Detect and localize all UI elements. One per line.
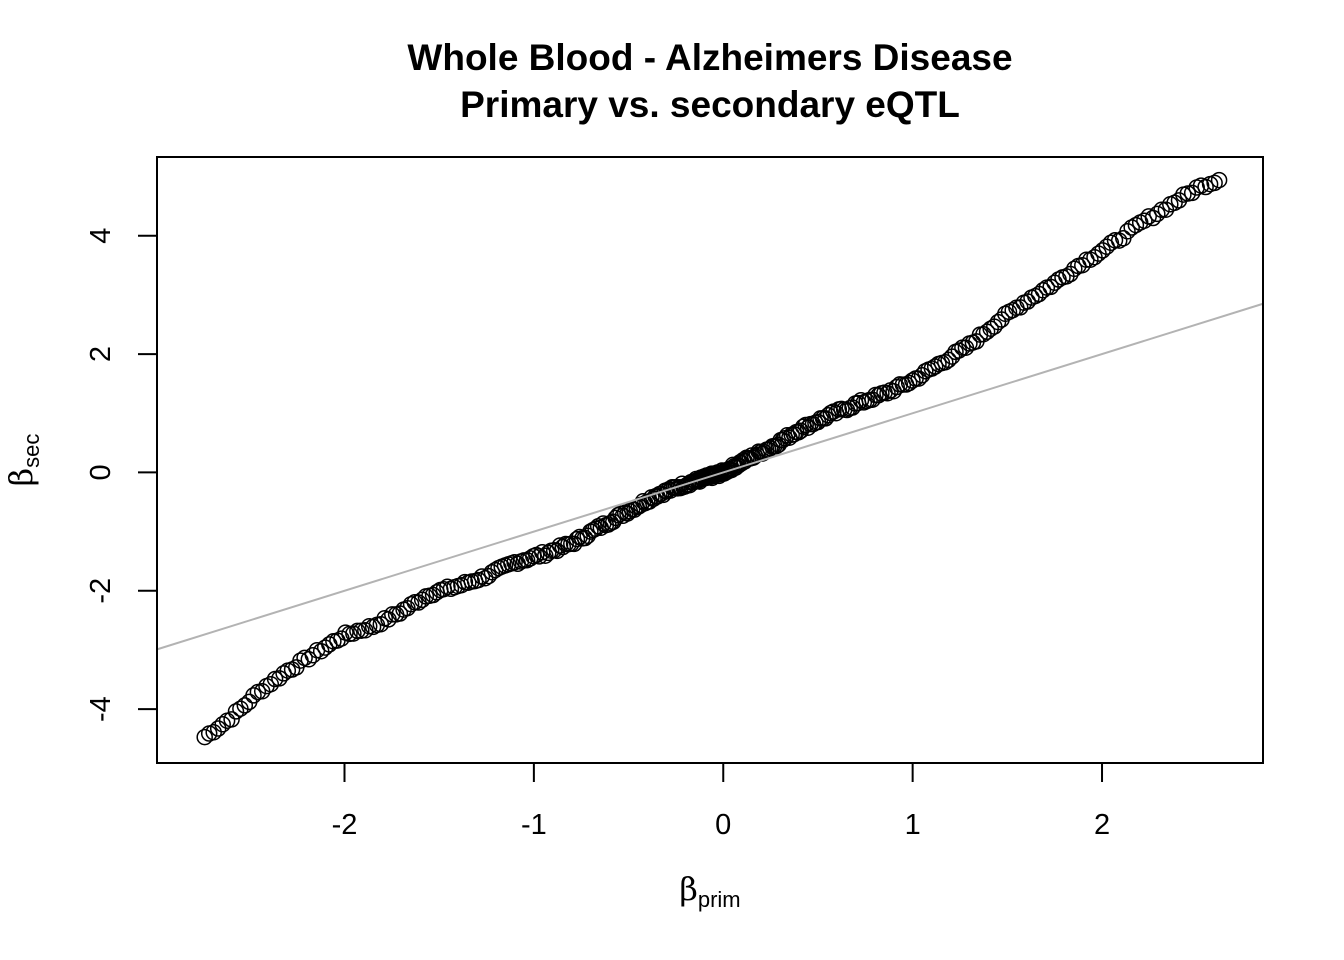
x-axis-label-subscript: prim <box>698 887 741 912</box>
data-point <box>1197 178 1214 196</box>
data-point <box>1206 174 1223 192</box>
plot-frame <box>156 156 1264 764</box>
data-point <box>537 547 554 564</box>
data-point <box>1149 205 1166 223</box>
data-point <box>223 711 240 728</box>
data-point <box>1123 219 1140 236</box>
data-point <box>1119 223 1136 240</box>
data-point <box>316 639 334 656</box>
data-point <box>1110 232 1128 249</box>
x-tick-label: -1 <box>521 809 547 841</box>
data-point <box>1066 260 1083 278</box>
x-tick-label: 2 <box>1094 809 1110 841</box>
y-axis-label-subscript: sec <box>19 434 44 468</box>
data-point <box>345 625 362 642</box>
data-point <box>364 618 382 636</box>
chart-title: Whole Blood - Alzheimers Disease <box>407 37 1012 78</box>
y-tick-label: 2 <box>85 346 117 362</box>
data-point <box>1102 234 1120 252</box>
x-tick-label: 0 <box>715 809 731 841</box>
data-point <box>864 391 881 408</box>
x-tick-label: -2 <box>332 809 358 841</box>
data-point <box>1127 216 1145 234</box>
data-point <box>214 716 231 733</box>
data-point <box>304 646 322 664</box>
y-tick-label: -4 <box>85 696 117 722</box>
data-point <box>609 506 627 524</box>
x-axis: -2 -1 0 1 2 <box>332 763 1110 841</box>
data-point <box>904 372 921 389</box>
data-point <box>506 554 523 571</box>
data-point <box>607 509 624 527</box>
data-point <box>571 528 588 546</box>
data-point <box>262 675 280 693</box>
data-point <box>852 391 870 409</box>
data-point <box>236 697 254 714</box>
data-point <box>1004 301 1021 319</box>
data-point <box>196 728 213 746</box>
data-point <box>1210 171 1228 189</box>
data-point <box>245 687 262 704</box>
reference-line-layer <box>156 302 1264 651</box>
data-point <box>384 606 401 623</box>
data-point <box>227 703 245 720</box>
y-tick-label: -2 <box>85 578 117 604</box>
data-point <box>724 456 742 474</box>
data-point <box>300 651 318 668</box>
data-point <box>819 407 837 424</box>
data-point <box>1106 232 1124 249</box>
points-layer <box>196 171 1228 746</box>
data-point <box>470 571 487 589</box>
data-point <box>1166 194 1183 212</box>
data-point <box>1144 209 1162 227</box>
data-point <box>402 595 420 613</box>
chart-subtitle: Primary vs. secondary eQTL <box>460 84 960 125</box>
data-point <box>1034 282 1052 299</box>
data-point <box>439 578 456 596</box>
y-axis-label: βsec <box>2 434 44 487</box>
y-axis: -4 -2 0 2 4 <box>85 228 157 722</box>
data-point <box>568 530 586 548</box>
data-point <box>1136 212 1153 229</box>
data-point <box>349 622 366 640</box>
data-point <box>1153 201 1170 219</box>
x-axis-label-symbol: β <box>679 870 698 908</box>
data-point <box>209 720 227 737</box>
y-tick-label: 0 <box>85 464 117 480</box>
y-tick-label: 4 <box>85 228 117 244</box>
data-point <box>1074 256 1091 274</box>
x-axis-label: βprim <box>679 870 740 912</box>
data-point <box>473 568 491 585</box>
y-axis-label-symbol: β <box>2 468 40 487</box>
reference-line <box>156 302 1264 651</box>
x-tick-label: 1 <box>905 809 921 841</box>
